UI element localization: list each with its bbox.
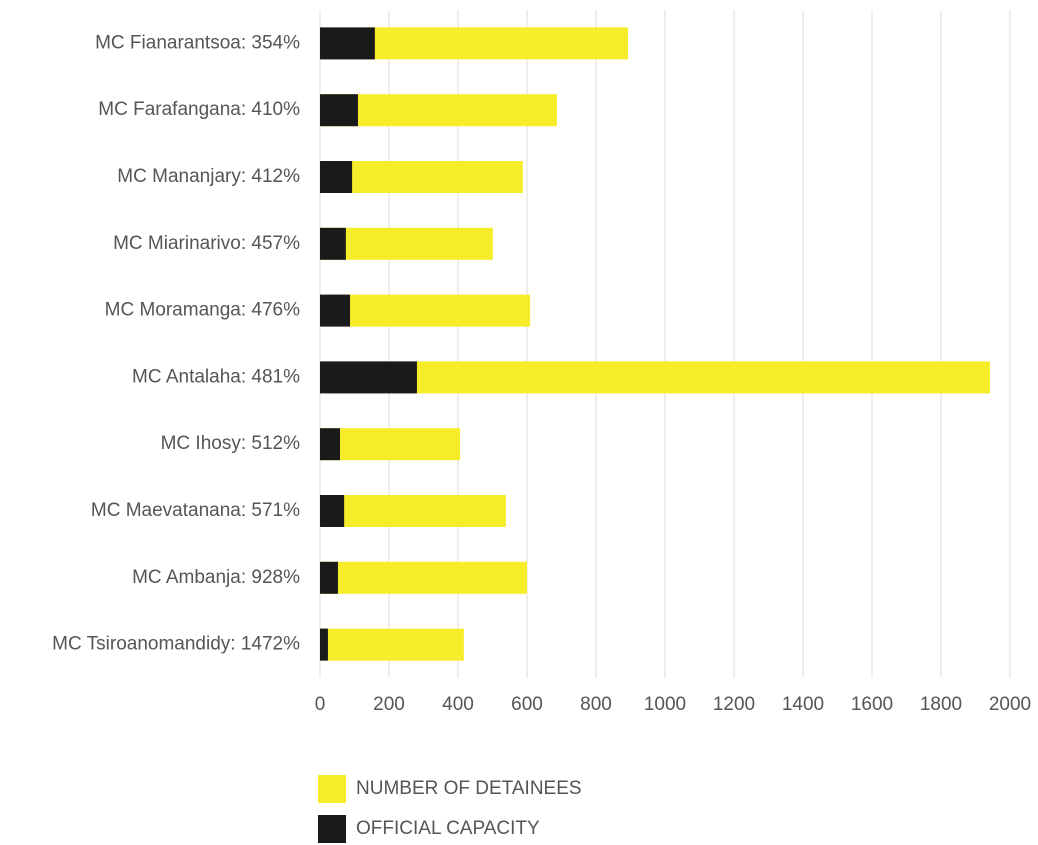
y-tick-label: MC Antalaha: 481% <box>132 366 300 387</box>
bar <box>320 561 338 594</box>
y-tick-label: MC Maevatanana: 571% <box>91 500 300 521</box>
x-tick-label: 1200 <box>713 694 755 715</box>
x-tick-label: 1000 <box>644 694 686 715</box>
x-tick-label: 1600 <box>851 694 893 715</box>
y-tick-label: MC Miarinarivo: 457% <box>113 233 300 254</box>
x-tick-label: 800 <box>580 694 612 715</box>
bar <box>320 294 351 327</box>
bar <box>320 294 531 327</box>
bar <box>320 628 328 661</box>
bar <box>320 161 523 193</box>
y-tick-label: MC Moramanga: 476% <box>105 300 300 321</box>
legend-label: OFFICIAL CAPACITY <box>356 818 540 839</box>
y-tick-label: MC Tsiroanomandidy: 1472% <box>52 634 300 655</box>
x-tick-label: 2000 <box>989 694 1031 715</box>
x-tick-label: 400 <box>442 694 474 715</box>
y-tick-label: MC Mananjary: 412% <box>117 166 300 187</box>
bar <box>320 561 527 594</box>
legend-label: NUMBER OF DETAINEES <box>356 778 582 799</box>
bar <box>320 227 346 260</box>
bar <box>320 94 558 127</box>
x-tick-label: 0 <box>315 694 326 715</box>
bar <box>320 628 464 661</box>
legend-swatch <box>318 815 346 843</box>
bar <box>320 94 358 127</box>
bar <box>320 27 375 60</box>
bar <box>320 428 341 461</box>
y-tick-label: MC Ihosy: 512% <box>161 433 300 454</box>
y-tick-label: MC Fianarantsoa: 354% <box>95 32 300 53</box>
bar <box>320 361 417 394</box>
bar <box>320 227 493 260</box>
bar <box>320 495 345 527</box>
x-tick-label: 600 <box>511 694 543 715</box>
x-tick-label: 1400 <box>782 694 824 715</box>
bar <box>320 495 506 527</box>
x-tick-label: 200 <box>373 694 405 715</box>
bar <box>320 161 353 193</box>
x-tick-label: 1800 <box>920 694 962 715</box>
y-tick-label: MC Ambanja: 928% <box>132 567 300 588</box>
bar <box>320 428 461 461</box>
legend-swatch <box>318 775 346 803</box>
y-tick-label: MC Farafangana: 410% <box>98 99 300 120</box>
bar <box>320 361 990 394</box>
